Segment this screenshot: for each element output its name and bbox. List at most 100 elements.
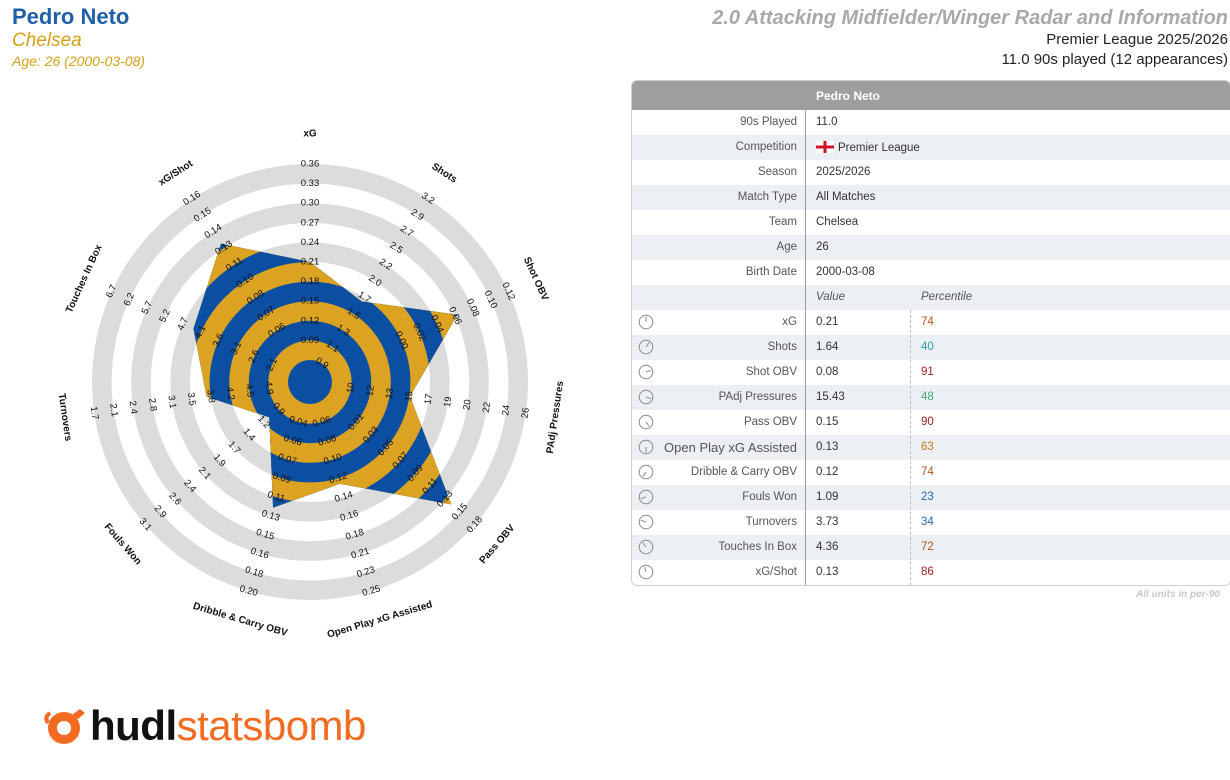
radar-tick-label: 0.20 — [238, 583, 259, 599]
radar-tick-label: 3.1 — [165, 395, 178, 410]
radar-tick-label: 2.1 — [107, 403, 120, 418]
info-value: 2000-03-08 — [816, 266, 875, 278]
stat-gauge-icon — [638, 514, 654, 530]
radar-tick-label: 0.30 — [301, 198, 320, 209]
info-row: Birth Date 2000-03-08 — [632, 260, 1230, 285]
radar-axis-label: Shot OBV — [521, 255, 550, 302]
stat-label: Dribble & Carry OBV — [690, 466, 797, 478]
stat-value: 4.36 — [816, 541, 839, 553]
radar-tick-label: 0.12 — [328, 470, 349, 486]
radar-tick-label: 0.15 — [255, 527, 276, 543]
radar-tick-label: 17 — [423, 393, 435, 405]
radar-tick-label: 0.21 — [301, 257, 320, 268]
stat-header-row: Value Percentile — [632, 285, 1230, 310]
logo-wordmark: hudlstatsbomb — [90, 700, 366, 752]
radar-tick-label: 0.16 — [249, 546, 270, 562]
stat-gauge-icon — [638, 414, 654, 430]
radar-tick-label: 0.21 — [350, 546, 371, 562]
player-name: Pedro Neto — [12, 4, 130, 29]
stat-percentile: 90 — [921, 416, 934, 428]
info-value-text: Chelsea — [816, 216, 859, 228]
info-row: Age 26 — [632, 235, 1230, 260]
age-line: Age: 26 (2000-03-08) — [12, 53, 146, 69]
radar-tick-label: 0.25 — [361, 583, 382, 599]
radar-tick-label: 6.2 — [122, 291, 137, 308]
stat-label: xG/Shot — [755, 566, 797, 578]
logo-statsbomb: statsbomb — [176, 702, 367, 749]
stat-percentile: 74 — [921, 466, 934, 478]
radar-axis-label: Dribble & Carry OBV — [192, 601, 289, 639]
info-value: 26 — [816, 241, 829, 253]
stat-row: Shots 1.64 40 — [632, 335, 1230, 360]
radar-axis-label: Touches In Box — [64, 243, 105, 315]
stat-label: Shots — [767, 341, 797, 353]
stat-percentile: 63 — [921, 441, 934, 453]
radar-tick-label: 5.7 — [140, 299, 155, 316]
info-row: Match Type All Matches — [632, 185, 1230, 210]
stat-value: 0.21 — [816, 316, 839, 328]
info-value-text: All Matches — [816, 191, 876, 203]
radar-tick-label: 15 — [403, 390, 415, 402]
radar-tick-label: 0.09 — [271, 470, 292, 486]
england-flag-icon — [816, 141, 834, 153]
radar-tick-label: 4.5 — [243, 383, 256, 398]
stat-value: 0.13 — [816, 566, 839, 578]
radar-axis-label: Shots — [429, 161, 459, 186]
radar-tick-label: 0.33 — [301, 178, 320, 189]
stat-gauge-icon — [638, 389, 654, 405]
radar-tick-label: 0.06 — [311, 414, 332, 430]
stat-label: Pass OBV — [743, 416, 797, 428]
radar-tick-label: 26 — [520, 407, 532, 419]
stat-gauge-icon — [638, 339, 654, 355]
stat-label: Turnovers — [745, 516, 797, 528]
radar-tick-label: 4.1 — [193, 324, 208, 341]
radar-tick-label: 3.5 — [185, 392, 198, 407]
info-value-text: 2000-03-08 — [816, 266, 875, 278]
radar-tick-label: 3.1 — [229, 340, 244, 357]
stat-percentile: 23 — [921, 491, 934, 503]
radar-tick-label: 5.2 — [157, 308, 172, 325]
statsbomb-bomb-icon — [44, 709, 85, 744]
stat-percentile: 72 — [921, 541, 934, 553]
stat-gauge-icon — [638, 539, 654, 555]
radar-chart: 0.09 0.12 0.15 0.18 0.21 0.24 0.27 0.30 0.33 0.36… — [56, 129, 567, 641]
info-label: Season — [757, 166, 797, 178]
radar-axis-label: Turnovers — [56, 393, 74, 443]
units-footnote: All units in per-90 — [1136, 589, 1220, 600]
stat-percentile: 48 — [921, 391, 934, 403]
radar-axis-label: xG/Shot — [157, 158, 196, 188]
stat-row: Touches In Box 4.36 72 — [632, 535, 1230, 560]
radar-axis-label: xG — [303, 129, 317, 140]
stat-percentile: 40 — [921, 341, 934, 353]
radar-tick-label: 0.08 — [317, 433, 338, 449]
radar-tick-label: 0.10 — [322, 452, 343, 468]
radar-tick-label: 0.04 — [288, 414, 309, 430]
stat-row: Turnovers 3.73 34 — [632, 510, 1230, 535]
logo-hudl: hudl — [90, 702, 177, 749]
radar-tick-label: 2.4 — [127, 400, 140, 415]
header-left: Pedro Neto Chelsea Age: 26 (2000-03-08) — [12, 4, 145, 70]
stat-row: Open Play xG Assisted 0.13 63 — [632, 435, 1230, 460]
info-row: 90s Played 11.0 — [632, 110, 1230, 135]
stat-percentile: 86 — [921, 566, 934, 578]
radar-tick-label: 2.1 — [264, 356, 279, 373]
radar-tick-label: 19 — [442, 396, 454, 408]
radar-tick-label: 4.2 — [224, 386, 237, 401]
stat-percentile: 91 — [921, 366, 934, 378]
stat-gauge-icon — [638, 314, 654, 330]
table-title: Pedro Neto — [816, 89, 881, 103]
radar-tick-label: 0.36 — [301, 159, 320, 170]
column-divider — [805, 110, 806, 585]
stat-value: 0.12 — [816, 466, 839, 478]
info-label: Age — [776, 241, 797, 253]
radar-value-core — [288, 360, 332, 404]
radar-tick-label: 4.7 — [175, 316, 190, 333]
info-row: Season 2025/2026 — [632, 160, 1230, 185]
stat-gauge-icon — [638, 564, 654, 580]
stat-row: PAdj Pressures 15.43 48 — [632, 385, 1230, 410]
stat-gauge-icon — [638, 489, 654, 505]
radar-tick-label: 0.18 — [301, 276, 320, 287]
stat-row: Dribble & Carry OBV 0.12 74 — [632, 460, 1230, 485]
radar-tick-label: 0.07 — [277, 452, 298, 468]
radar-tick-label: 13 — [384, 388, 396, 400]
